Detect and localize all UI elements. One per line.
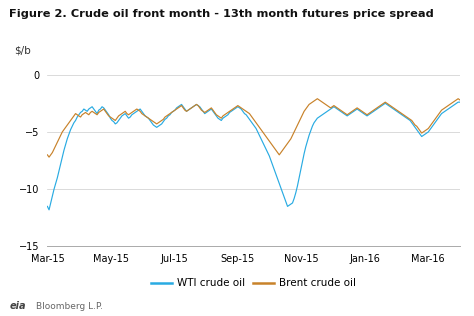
Legend: WTI crude oil, Brent crude oil: WTI crude oil, Brent crude oil [146, 274, 361, 293]
Text: $/b: $/b [14, 46, 31, 56]
Text: eia: eia [9, 301, 26, 311]
Text: Bloomberg L.P.: Bloomberg L.P. [36, 302, 102, 311]
Text: Figure 2. Crude oil front month - 13th month futures price spread: Figure 2. Crude oil front month - 13th m… [9, 9, 434, 20]
